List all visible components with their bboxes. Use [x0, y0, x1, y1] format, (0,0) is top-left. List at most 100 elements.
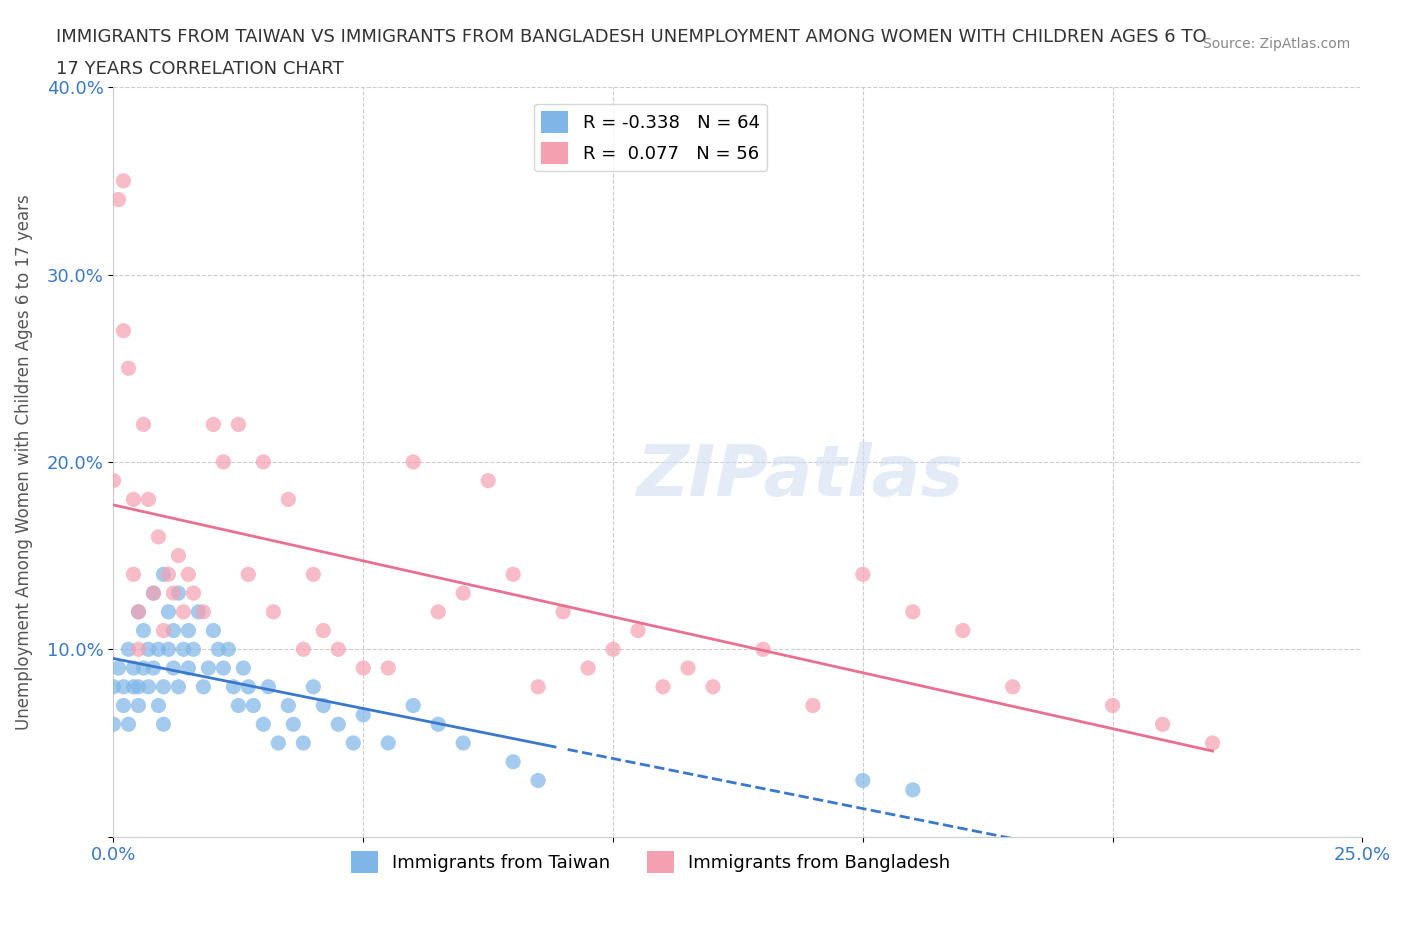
- Point: [132, 623, 155, 638]
- Point: [127, 604, 149, 619]
- Point: [342, 736, 364, 751]
- Y-axis label: Unemployment Among Women with Children Ages 6 to 17 years: Unemployment Among Women with Children A…: [15, 194, 32, 730]
- Point: [627, 623, 650, 638]
- Point: [238, 567, 260, 582]
- Point: [107, 660, 129, 675]
- Point: [242, 698, 264, 713]
- Point: [148, 698, 170, 713]
- Point: [901, 604, 924, 619]
- Point: [103, 679, 125, 694]
- Point: [138, 679, 160, 694]
- Point: [193, 679, 215, 694]
- Point: [352, 660, 374, 675]
- Point: [177, 567, 200, 582]
- Point: [292, 736, 315, 751]
- Point: [117, 642, 139, 657]
- Point: [212, 660, 235, 675]
- Point: [112, 173, 135, 188]
- Point: [1201, 736, 1223, 751]
- Point: [228, 698, 250, 713]
- Point: [553, 604, 575, 619]
- Point: [127, 604, 149, 619]
- Point: [527, 679, 550, 694]
- Point: [122, 492, 145, 507]
- Point: [852, 773, 875, 788]
- Point: [852, 567, 875, 582]
- Point: [103, 473, 125, 488]
- Point: [127, 679, 149, 694]
- Point: [676, 660, 699, 675]
- Point: [167, 586, 190, 601]
- Point: [177, 660, 200, 675]
- Point: [197, 660, 219, 675]
- Point: [183, 642, 205, 657]
- Point: [107, 193, 129, 207]
- Point: [352, 708, 374, 723]
- Point: [312, 623, 335, 638]
- Point: [277, 698, 299, 713]
- Point: [202, 417, 225, 432]
- Point: [112, 698, 135, 713]
- Point: [132, 417, 155, 432]
- Point: [162, 660, 184, 675]
- Point: [122, 660, 145, 675]
- Point: [252, 455, 274, 470]
- Point: [292, 642, 315, 657]
- Point: [157, 567, 180, 582]
- Point: [183, 586, 205, 601]
- Text: Source: ZipAtlas.com: Source: ZipAtlas.com: [1202, 37, 1350, 51]
- Point: [157, 604, 180, 619]
- Point: [127, 698, 149, 713]
- Point: [377, 736, 399, 751]
- Point: [451, 736, 474, 751]
- Point: [502, 567, 524, 582]
- Point: [312, 698, 335, 713]
- Point: [122, 567, 145, 582]
- Point: [1001, 679, 1024, 694]
- Point: [157, 642, 180, 657]
- Point: [167, 679, 190, 694]
- Point: [132, 660, 155, 675]
- Point: [142, 586, 165, 601]
- Point: [402, 698, 425, 713]
- Point: [952, 623, 974, 638]
- Point: [112, 324, 135, 339]
- Point: [502, 754, 524, 769]
- Text: 17 YEARS CORRELATION CHART: 17 YEARS CORRELATION CHART: [56, 60, 344, 78]
- Point: [162, 623, 184, 638]
- Point: [122, 679, 145, 694]
- Point: [127, 642, 149, 657]
- Point: [328, 642, 350, 657]
- Point: [142, 660, 165, 675]
- Point: [238, 679, 260, 694]
- Point: [901, 782, 924, 797]
- Point: [377, 660, 399, 675]
- Point: [262, 604, 284, 619]
- Text: ZIPatlas: ZIPatlas: [637, 443, 965, 512]
- Point: [277, 492, 299, 507]
- Point: [117, 361, 139, 376]
- Point: [652, 679, 675, 694]
- Point: [602, 642, 624, 657]
- Point: [702, 679, 724, 694]
- Point: [257, 679, 280, 694]
- Point: [328, 717, 350, 732]
- Point: [217, 642, 239, 657]
- Point: [527, 773, 550, 788]
- Point: [187, 604, 209, 619]
- Point: [267, 736, 290, 751]
- Point: [138, 492, 160, 507]
- Point: [283, 717, 305, 732]
- Point: [193, 604, 215, 619]
- Point: [477, 473, 499, 488]
- Point: [402, 455, 425, 470]
- Point: [801, 698, 824, 713]
- Legend: Immigrants from Taiwan, Immigrants from Bangladesh: Immigrants from Taiwan, Immigrants from …: [343, 844, 957, 880]
- Point: [152, 567, 174, 582]
- Point: [222, 679, 245, 694]
- Point: [427, 604, 450, 619]
- Point: [148, 642, 170, 657]
- Point: [212, 455, 235, 470]
- Point: [117, 717, 139, 732]
- Point: [152, 717, 174, 732]
